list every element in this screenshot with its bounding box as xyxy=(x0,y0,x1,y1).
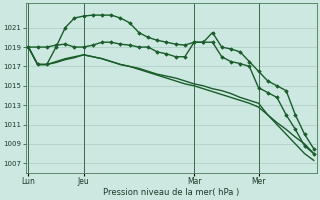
X-axis label: Pression niveau de la mer( hPa ): Pression niveau de la mer( hPa ) xyxy=(103,188,239,197)
